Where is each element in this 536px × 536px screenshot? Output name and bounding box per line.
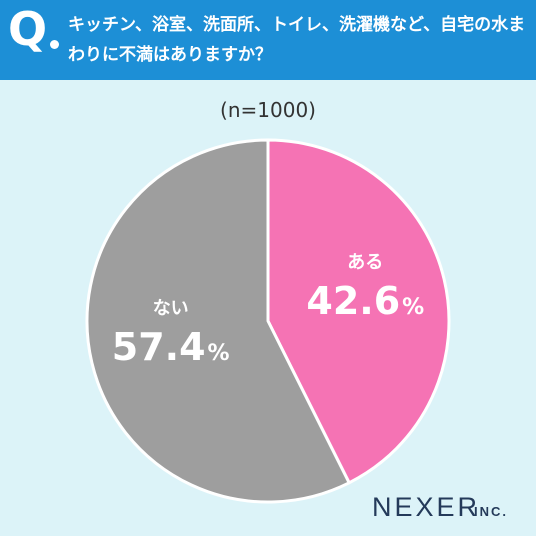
- question-mark-dot: [50, 40, 59, 49]
- slice-value-label: 42.6%: [306, 279, 424, 323]
- pie-slice-aru: [266, 138, 451, 485]
- brand-logo-suffix: INC.: [474, 504, 508, 519]
- slice-category-label: ある: [347, 252, 383, 273]
- pie-slice-nai: [85, 138, 351, 504]
- question-text: キッチン、浴室、洗面所、トイレ、洗濯機など、自宅の水まわりに不満はありますか？: [68, 15, 526, 65]
- question-header: Q キッチン、浴室、洗面所、トイレ、洗濯機など、自宅の水まわりに不満はありますか…: [0, 0, 536, 80]
- sample-size-note: (n=1000): [220, 98, 316, 122]
- slice-value-label: 57.4%: [112, 325, 230, 369]
- slice-category-label: ない: [153, 298, 189, 319]
- brand-logo: NEXER: [372, 492, 481, 522]
- question-mark: Q: [8, 2, 48, 56]
